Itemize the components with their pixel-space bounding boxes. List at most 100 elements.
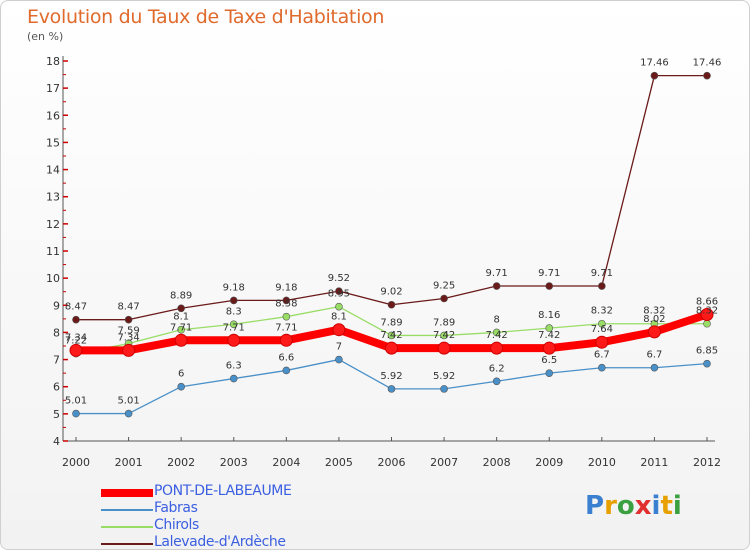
- data-point: [229, 296, 238, 305]
- data-point: [703, 319, 711, 328]
- data-point: [282, 366, 291, 375]
- data-label: 5.01: [65, 396, 87, 407]
- series-labels: 8.47 8.47 8.89 9.18 9.18 9.52 9.02 9.25 9.71 9.71…: [65, 58, 721, 407]
- x-tick-label: 2008: [483, 456, 511, 469]
- data-point: [598, 363, 606, 372]
- data-label: 9.71: [486, 268, 508, 279]
- data-label: 6.5: [541, 355, 557, 366]
- data-point: [490, 341, 504, 355]
- logo-letter: t: [660, 491, 673, 521]
- data-label: 9.18: [275, 282, 297, 293]
- x-tick-label: 2001: [115, 456, 143, 469]
- chart-title: Evolution du Taux de Taxe d'Habitation: [27, 6, 385, 28]
- data-label: 9.02: [380, 287, 402, 298]
- data-point: [598, 319, 606, 328]
- data-label: 17.46: [640, 58, 669, 69]
- data-point: [647, 325, 661, 339]
- legend-swatch: [101, 526, 153, 528]
- data-label: 7.22: [65, 336, 87, 347]
- data-point: [492, 377, 501, 386]
- axes: 4 5 6 7 8 9 10 11 12 13 14 15 16 17 18 2000 2001 2002 2003…: [46, 55, 721, 469]
- data-point: [387, 300, 396, 309]
- data-label: 7.89: [380, 317, 402, 328]
- data-point: [650, 71, 659, 80]
- x-tick-label: 2003: [220, 456, 248, 469]
- data-label: 8.32: [643, 306, 665, 317]
- legend-label: PONT-DE-LABEAUME: [154, 483, 292, 499]
- data-point: [440, 294, 448, 303]
- logo-letter: i: [672, 491, 682, 521]
- data-point: [598, 282, 606, 290]
- data-label: 9.25: [433, 281, 455, 292]
- data-point: [279, 333, 293, 347]
- data-point: [437, 341, 451, 355]
- legend-label: Chirols: [154, 517, 199, 533]
- y-tick-label: 5: [53, 408, 60, 421]
- data-point: [229, 374, 238, 383]
- data-point: [122, 343, 136, 357]
- data-point: [703, 359, 711, 368]
- data-label: 8.16: [538, 310, 560, 321]
- legend-label: Lalevade-d'Ardèche: [154, 534, 286, 550]
- data-label: 7.42: [380, 330, 402, 341]
- data-label: 7.34: [117, 332, 139, 343]
- data-point: [229, 320, 238, 329]
- data-label: 7: [336, 342, 342, 353]
- data-point: [387, 385, 396, 393]
- data-label: 8.89: [170, 290, 192, 301]
- data-point: [282, 312, 291, 321]
- data-label: 7.89: [433, 317, 455, 328]
- data-label: 8.02: [643, 314, 665, 325]
- data-label: 6.7: [646, 350, 662, 361]
- data-label: 6.85: [696, 346, 718, 357]
- data-point: [545, 324, 554, 332]
- data-point: [440, 385, 448, 393]
- data-point: [595, 335, 609, 349]
- data-point: [177, 325, 185, 334]
- data-point: [440, 331, 448, 340]
- data-label: 7.59: [117, 326, 139, 337]
- data-label: 7.71: [223, 322, 245, 333]
- data-point: [335, 355, 343, 364]
- x-tick-label: 2004: [272, 456, 300, 469]
- x-tick-label: 2007: [430, 456, 458, 469]
- data-label: 9.52: [328, 273, 350, 284]
- data-label: 8: [493, 314, 499, 325]
- data-point: [72, 315, 80, 324]
- data-label: 8.1: [331, 312, 347, 323]
- data-point: [335, 302, 343, 311]
- data-point: [492, 282, 501, 290]
- logo-letter: o: [616, 491, 635, 521]
- data-label: 8.32: [696, 306, 718, 317]
- data-point: [335, 287, 343, 295]
- x-tick-label: 2012: [693, 456, 721, 469]
- data-point: [332, 323, 346, 337]
- data-point: [700, 308, 714, 322]
- data-label: 6.2: [489, 363, 505, 374]
- data-label: 7.34: [65, 332, 87, 343]
- legend-swatch: [101, 489, 153, 497]
- data-point: [227, 333, 241, 347]
- x-tick-label: 2002: [167, 456, 195, 469]
- data-point: [650, 363, 659, 372]
- data-label: 7.71: [170, 322, 192, 333]
- data-label: 5.01: [117, 396, 139, 407]
- data-point: [69, 343, 83, 357]
- series-lines: [69, 71, 714, 418]
- data-label: 7.42: [433, 330, 455, 341]
- x-tick-label: 2011: [640, 456, 668, 469]
- logo-letter: P: [585, 491, 605, 521]
- y-tick-label: 6: [53, 381, 60, 394]
- data-label: 5.92: [433, 371, 455, 382]
- data-label: 7.64: [591, 324, 613, 335]
- x-tick-label: 2006: [378, 456, 406, 469]
- data-label: 17.46: [693, 58, 722, 69]
- data-point: [282, 296, 291, 305]
- data-point: [545, 282, 554, 290]
- data-point: [492, 328, 501, 337]
- proxiti-logo: Proxiti: [585, 491, 682, 521]
- data-point: [124, 315, 133, 324]
- x-tick-label: 2010: [588, 456, 616, 469]
